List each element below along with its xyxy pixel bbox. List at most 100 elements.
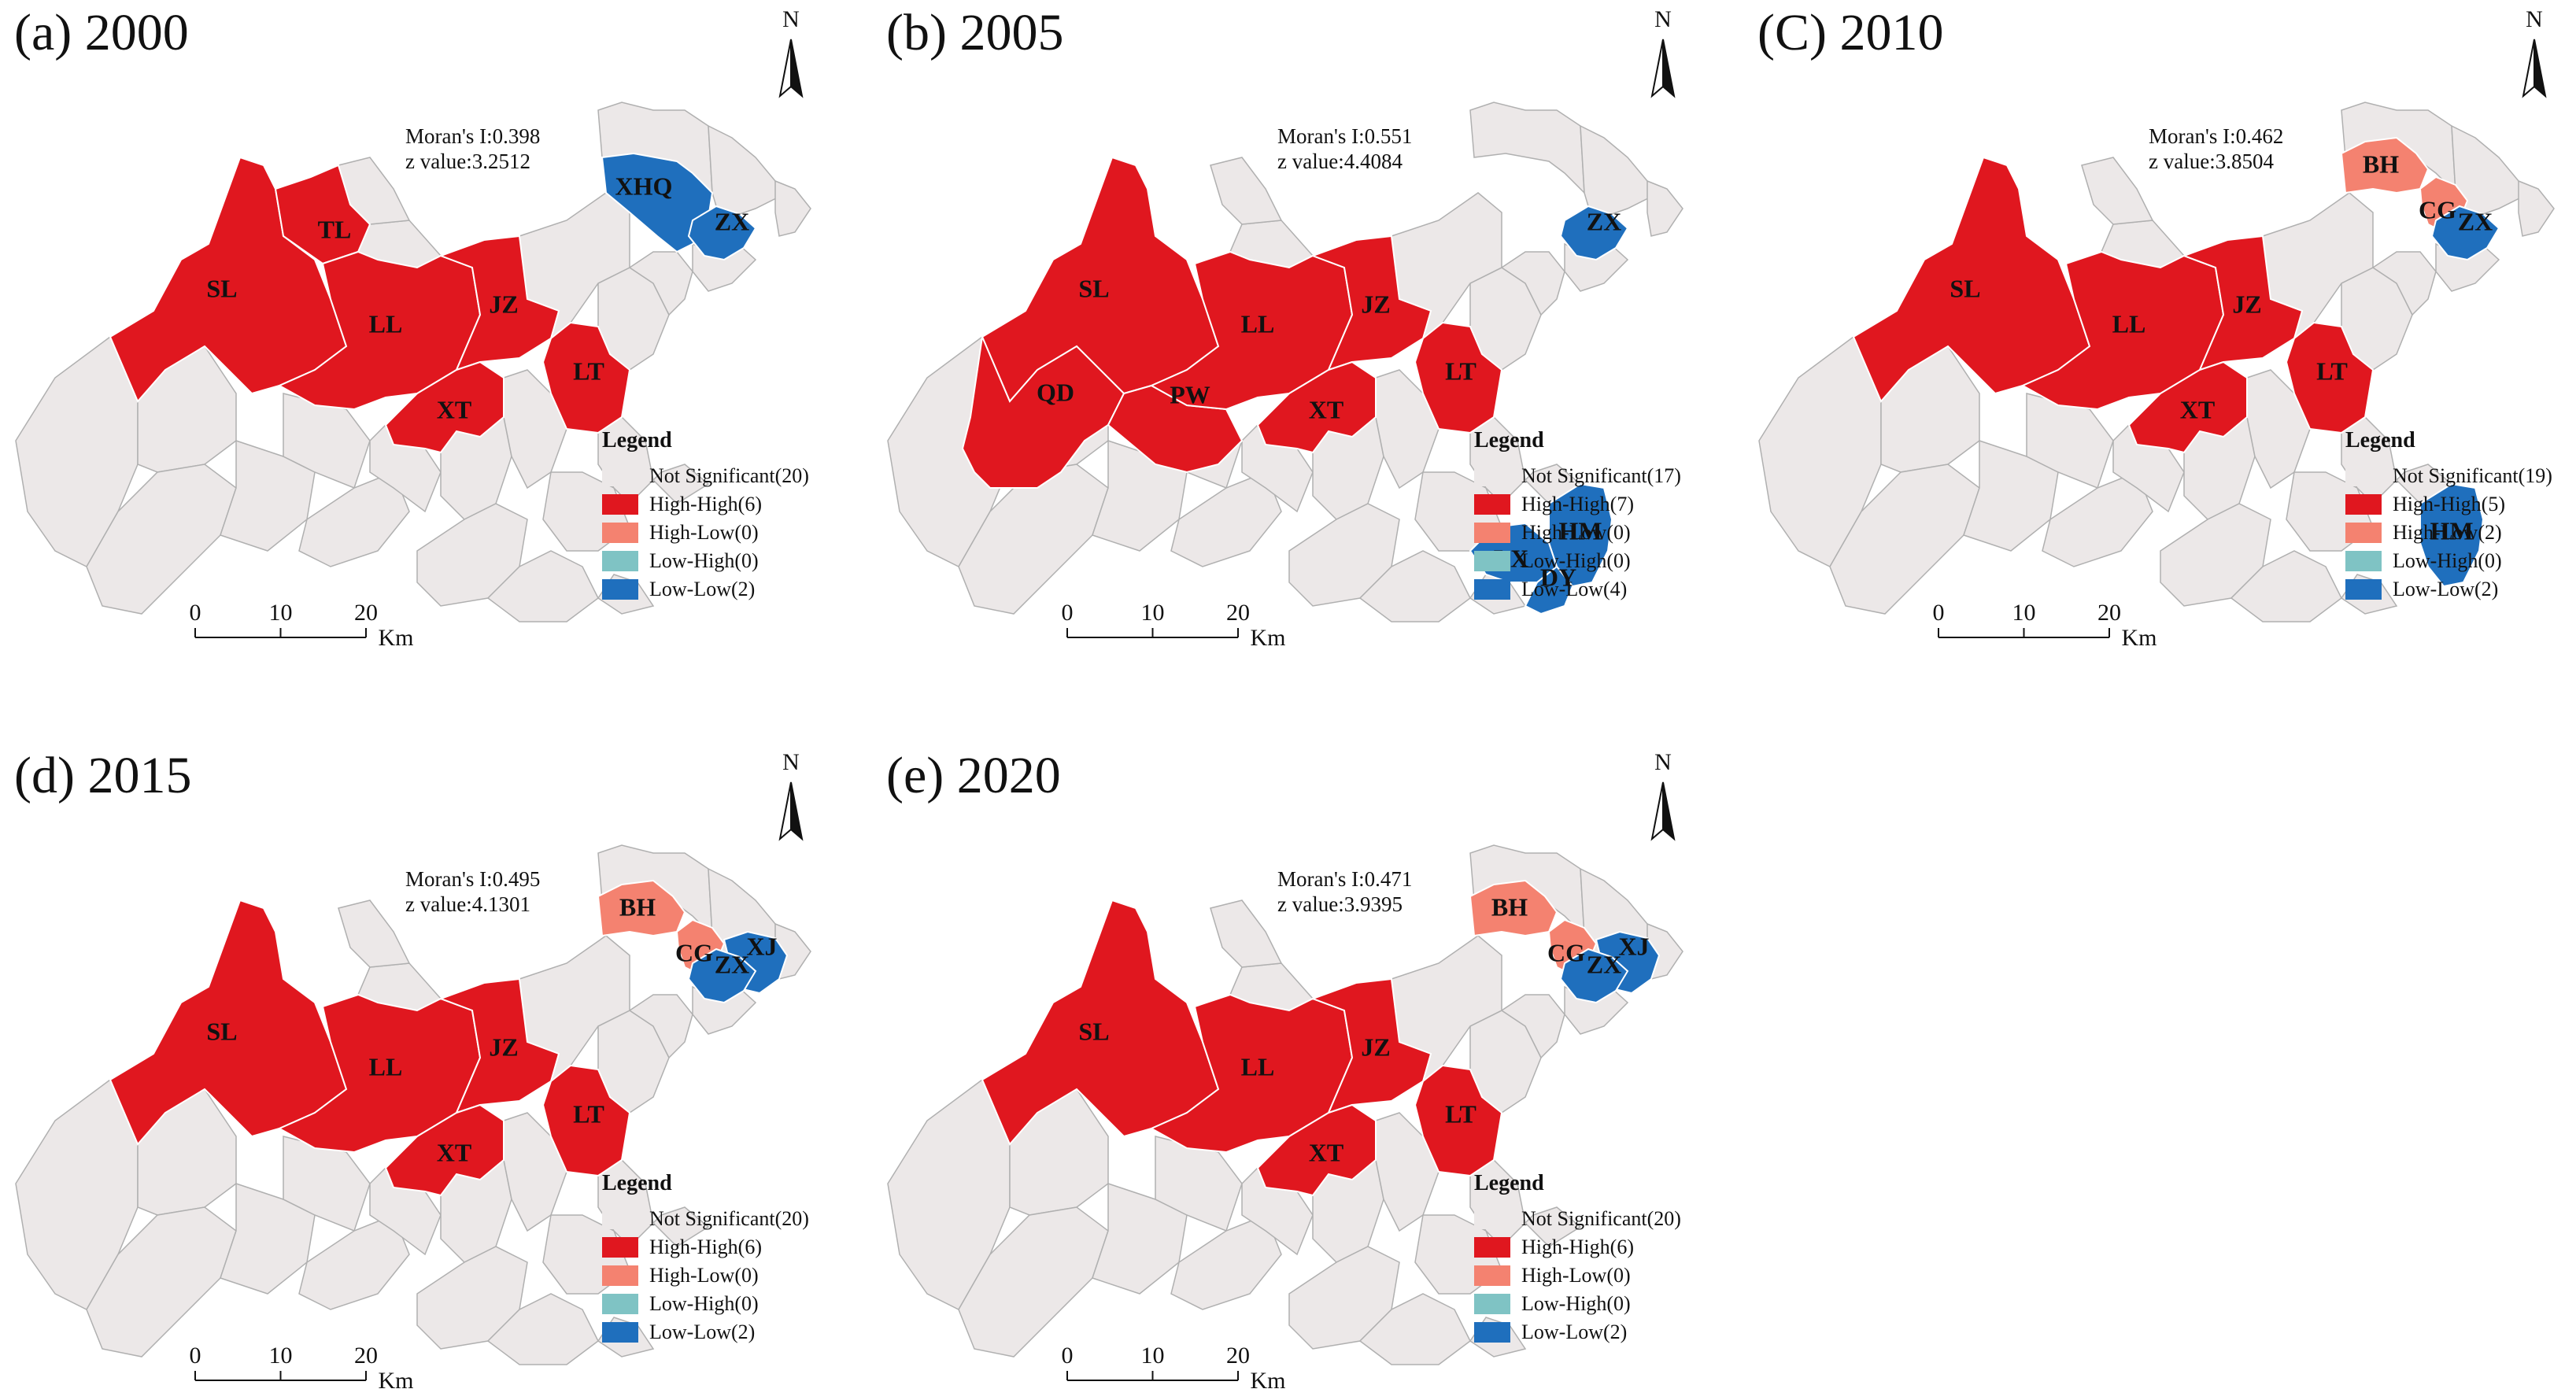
region-not-significant — [2081, 157, 2154, 225]
legend-item-label: Low-High(0) — [2393, 549, 2502, 572]
north-label: N — [782, 749, 800, 775]
region-jz — [438, 977, 560, 1114]
region-label-sl: SL — [206, 1017, 237, 1045]
region-label-hm: HM — [2430, 516, 2473, 545]
north-arrow-icon: N — [1650, 6, 1676, 98]
region-lt — [2285, 321, 2375, 434]
scale-tick-label: 10 — [269, 600, 293, 626]
scale-tick-label: 0 — [1062, 600, 1074, 626]
panel-title: (C) 2010 — [1757, 4, 1943, 61]
scale-tick-label: 10 — [1141, 600, 1165, 626]
region-label-xt: XT — [437, 1138, 471, 1166]
region-sl — [1852, 156, 2091, 403]
region-not-significant — [708, 124, 780, 215]
region-label-cg: CG — [675, 938, 713, 966]
region-xt — [2127, 360, 2248, 454]
region-label-ll: LL — [1241, 309, 1275, 338]
scale-unit: Km — [1251, 1368, 1286, 1394]
region-xt — [1256, 360, 1377, 454]
legend-swatch-low-low — [1474, 579, 1510, 600]
scale-tick-label: 20 — [2097, 600, 2121, 626]
region-zx — [687, 947, 757, 1004]
region-label-lt: LT — [1445, 1099, 1476, 1128]
region-not-significant — [298, 1214, 410, 1310]
legend-swatch-not-significant — [2345, 466, 2382, 486]
region-not-significant — [628, 251, 693, 316]
legend-swatch-high-high — [2345, 494, 2382, 515]
legend-item-label: High-Low(0) — [1521, 521, 1631, 544]
region-label-lt: LT — [1445, 356, 1476, 385]
legend-item-label: Low-Low(2) — [1521, 1321, 1627, 1343]
north-label: N — [782, 6, 800, 32]
region-not-significant — [1580, 124, 1652, 215]
region-bh — [2340, 136, 2430, 194]
legend-item-label: Low-Low(2) — [649, 578, 755, 600]
legend-title: Legend — [1474, 428, 1544, 453]
region-not-significant — [1646, 179, 1683, 237]
region-label-sl: SL — [206, 274, 237, 302]
scale-tick-label: 10 — [269, 1343, 293, 1369]
legend-swatch-low-low — [602, 579, 638, 600]
region-not-significant — [1170, 1214, 1282, 1310]
scale-tick-label: 0 — [1933, 600, 1945, 626]
legend-swatch-low-low — [2345, 579, 2382, 600]
scale-tick-label: 0 — [190, 1343, 201, 1369]
region-zx — [687, 205, 757, 261]
legend: Legend Not Significant(20) High-High(6) Hig… — [1474, 1171, 1681, 1343]
region-label-xj: XJ — [746, 932, 777, 960]
region-dy — [1524, 565, 1574, 615]
scale-unit: Km — [2122, 625, 2157, 651]
region-label-tl: TL — [318, 215, 352, 243]
region-label-xj: XJ — [1618, 932, 1649, 960]
scale-tick-label: 20 — [354, 1343, 378, 1369]
legend-item-label: Low-High(0) — [1521, 1292, 1631, 1315]
region-label-ll: LL — [2112, 309, 2146, 338]
legend: Legend Not Significant(20) High-High(6) Hig… — [602, 1171, 809, 1343]
region-label-sl: SL — [1078, 1017, 1109, 1045]
legend-title: Legend — [602, 1171, 672, 1195]
region-jz — [2182, 235, 2304, 371]
region-not-significant — [1210, 157, 1283, 225]
region-not-significant — [1210, 899, 1283, 968]
region-label-sl: SL — [1950, 274, 1980, 302]
region-bh — [597, 879, 686, 937]
region-label-qd: QD — [1037, 378, 1074, 406]
legend: Legend Not Significant(19) High-High(5) Hig… — [2345, 428, 2552, 600]
region-label-jz: JZ — [489, 290, 518, 318]
region-label-dy: DY — [1540, 563, 1576, 591]
region-label-zx: ZX — [2458, 207, 2493, 235]
region-label-bh: BH — [1491, 892, 1528, 921]
legend-swatch-low-high — [2345, 551, 2382, 571]
legend-item-label: Low-High(0) — [649, 1292, 759, 1315]
region-lt — [541, 321, 631, 434]
z-value: z value:3.2512 — [405, 150, 530, 173]
morans-i-value: Moran's I:0.462 — [2149, 124, 2283, 148]
region-xt — [384, 1103, 504, 1197]
legend-title: Legend — [602, 428, 672, 453]
region-not-significant — [298, 471, 410, 567]
region-not-significant — [652, 1206, 710, 1247]
region-jz — [438, 235, 560, 371]
region-not-significant — [2518, 179, 2555, 237]
legend-item-label: High-Low(0) — [649, 1264, 759, 1287]
region-not-significant — [486, 550, 599, 622]
region-not-significant — [1170, 471, 1282, 567]
legend-swatch-not-significant — [1474, 466, 1510, 486]
map-panel-1: SL TL LL JZ LT XT XHQ ZX (a) 2000 Moran's I:0.398… — [14, 4, 811, 651]
region-label-ll: LL — [1241, 1052, 1275, 1080]
panel-title: (a) 2000 — [14, 4, 189, 61]
morans-i-value: Moran's I:0.471 — [1277, 867, 1412, 891]
region-not-significant — [2230, 550, 2342, 622]
region-jz — [1310, 977, 1432, 1114]
scale-unit: Km — [1251, 625, 1286, 651]
legend-item-label: High-High(6) — [1521, 1236, 1634, 1258]
region-label-xt: XT — [1309, 395, 1343, 423]
region-label-cg: CG — [2419, 195, 2456, 223]
panel-title: (d) 2015 — [14, 747, 191, 804]
region-not-significant — [774, 179, 811, 237]
north-label: N — [1654, 6, 1672, 32]
panel-title: (b) 2005 — [886, 4, 1063, 61]
region-bh — [1469, 879, 1558, 937]
